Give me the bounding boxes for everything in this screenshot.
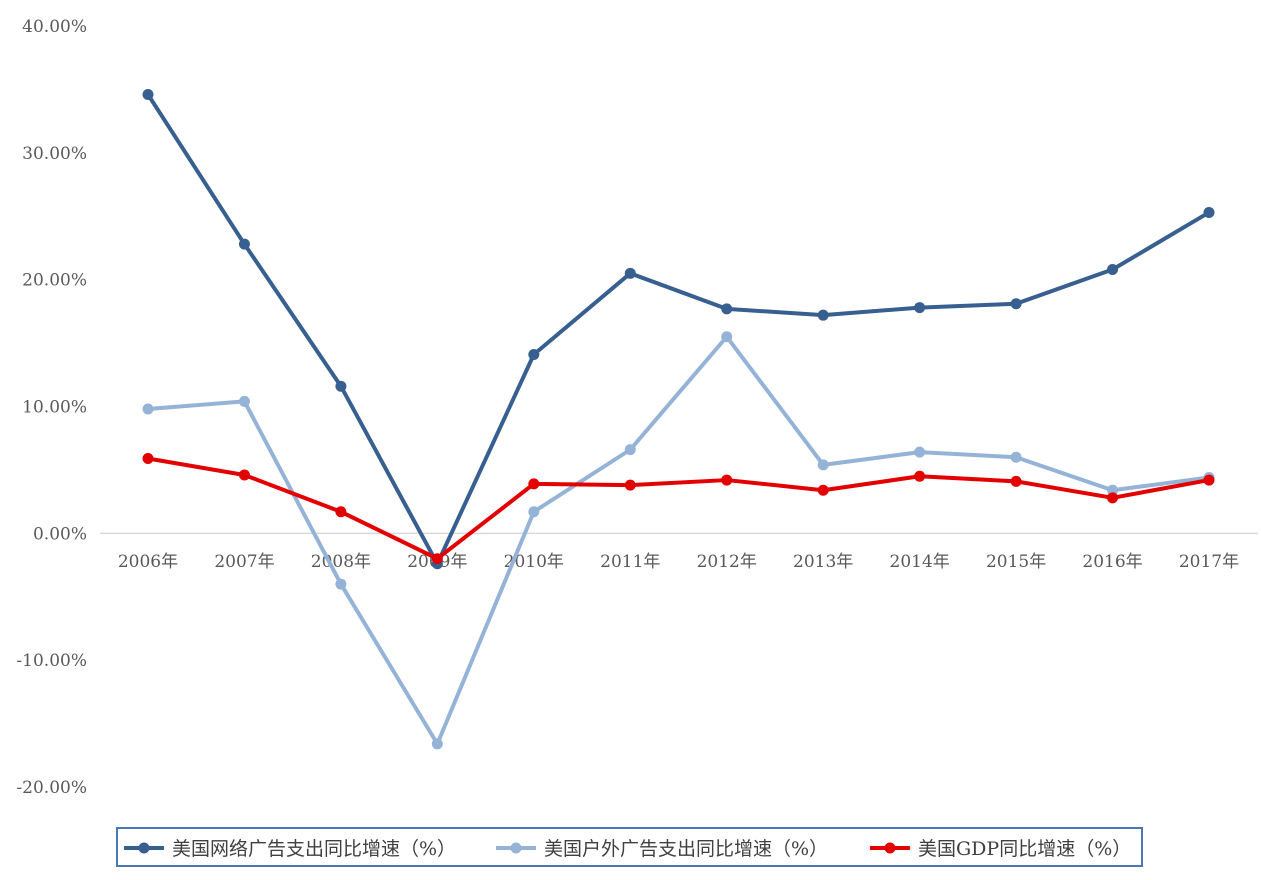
data-point [238,469,250,481]
data-point [914,302,926,314]
data-point [1010,451,1022,463]
x-axis-tick-labels: 2006年2007年2008年2009年2010年2011年2012年2013年… [118,552,1239,572]
x-tick-label: 2012年 [697,552,757,572]
data-point [624,479,636,491]
data-point [1107,264,1119,276]
x-tick-label: 2007年 [214,552,274,572]
data-point [335,578,347,590]
data-point [1203,474,1215,486]
data-point [1010,298,1022,310]
x-tick-label: 2010年 [504,552,564,572]
data-point [238,238,250,250]
data-point [528,348,540,360]
data-point [721,474,733,486]
data-point [817,484,829,496]
legend-swatch-marker [138,842,150,854]
series-3 [142,453,1215,565]
data-point [914,446,926,458]
data-point [528,478,540,490]
data-point [1203,206,1215,218]
data-point [335,380,347,392]
x-tick-label: 2014年 [890,552,950,572]
y-tick-label: 10.00% [22,398,87,418]
data-point [1010,475,1022,487]
y-tick-label: -20.00% [16,778,87,798]
legend-item-2: 美国户外广告支出同比增速（%） [496,838,828,860]
data-point [721,331,733,343]
legend-items: 美国网络广告支出同比增速（%） 美国户外广告支出同比增速（%） 美国GDP同比增速（… [124,838,1131,860]
y-tick-label: 30.00% [22,144,87,164]
x-tick-label: 2015年 [986,552,1046,572]
data-point [817,309,829,321]
x-tick-label: 2006年 [118,552,178,572]
data-point [624,267,636,279]
legend-swatch-marker [510,842,522,854]
legend-label: 美国GDP同比增速（%） [918,838,1131,860]
legend-item-1: 美国网络广告支出同比增速（%） [124,838,456,860]
data-point [238,395,250,407]
data-point [431,738,443,750]
x-tick-label: 2011年 [600,552,660,572]
data-point [624,444,636,456]
y-tick-label: 20.00% [22,271,87,291]
series-line [147,334,1210,746]
series-2 [142,331,1215,750]
y-axis-tick-labels: 40.00% 30.00% 20.00% 10.00% 0.00% -10.00% -20.… [16,17,87,798]
x-tick-label: 2013年 [793,552,853,572]
data-point [142,403,154,415]
data-point [1107,492,1119,504]
y-tick-label: -10.00% [16,651,87,671]
legend-label: 美国户外广告支出同比增速（%） [544,838,828,860]
legend-item-3: 美国GDP同比增速（%） [870,838,1131,860]
x-tick-label: 2016年 [1082,552,1142,572]
x-tick-label: 2008年 [311,552,371,572]
data-point [335,506,347,518]
data-point [431,553,443,565]
y-tick-label: 0.00% [33,524,87,544]
data-point [528,506,540,518]
data-point [142,88,154,100]
x-tick-label: 2017年 [1179,552,1239,572]
data-point [142,453,154,465]
series-layer [142,88,1215,750]
data-point [721,303,733,315]
data-point [914,470,926,482]
series-line [146,93,1211,566]
series-line [147,456,1210,561]
data-point [817,459,829,471]
legend-swatch-marker [884,842,896,854]
y-tick-label: 40.00% [22,17,87,37]
legend-label: 美国网络广告支出同比增速（%） [172,838,456,860]
legend: 美国网络广告支出同比增速（%） 美国户外广告支出同比增速（%） 美国GDP同比增速（… [116,827,1143,867]
data-point [1107,484,1119,496]
